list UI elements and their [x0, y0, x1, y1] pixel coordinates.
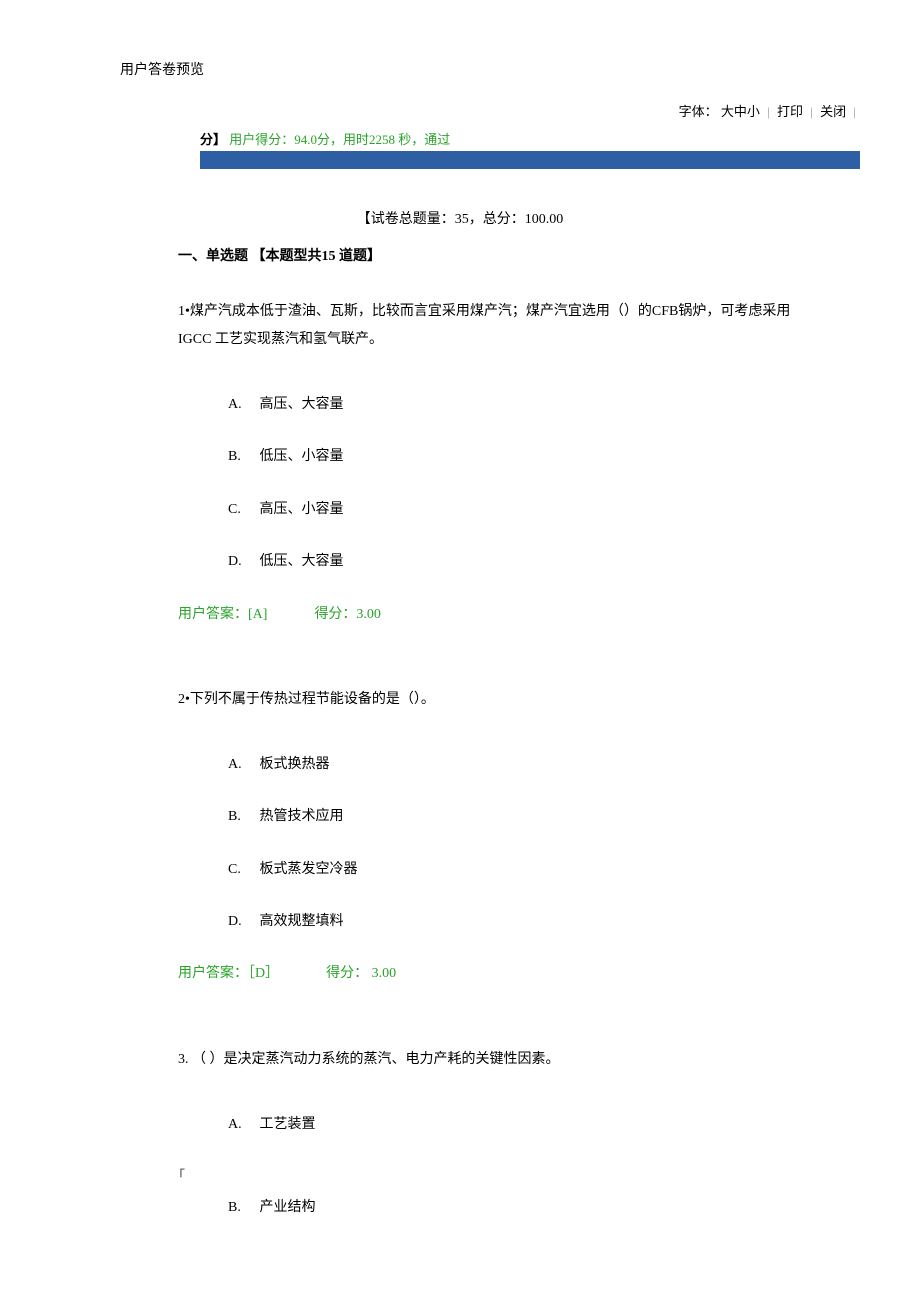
- option-c[interactable]: C. 板式蒸发空冷器: [228, 859, 800, 881]
- blue-bar: [200, 151, 860, 169]
- separator: |: [853, 104, 856, 119]
- edge-mark: 「: [172, 1166, 800, 1187]
- score-bracket: 分】: [200, 132, 226, 147]
- option-d[interactable]: D. 高效规整填料: [228, 911, 800, 933]
- section-title: 一、单选题 【本题型共15 道题】: [178, 246, 890, 268]
- option-a[interactable]: A. 板式换热器: [228, 754, 800, 776]
- option-text: 低压、大容量: [260, 554, 344, 569]
- question-text: 2•下列不属于传热过程节能设备的是（）。: [178, 686, 800, 714]
- option-text: 工艺装置: [260, 1117, 316, 1132]
- option-text: 板式蒸发空冷器: [260, 862, 358, 877]
- answer-score: 得分： 3.00: [326, 966, 396, 981]
- separator: |: [810, 104, 813, 119]
- option-text: 高压、大容量: [260, 397, 344, 412]
- option-d[interactable]: D. 低压、大容量: [228, 551, 800, 573]
- close-link[interactable]: 关闭: [820, 104, 846, 119]
- user-answer: 用户答案：［D］: [178, 966, 279, 981]
- option-label: A.: [228, 754, 256, 776]
- option-label: B.: [228, 446, 256, 468]
- option-b[interactable]: B. 低压、小容量: [228, 446, 800, 468]
- answer-row: 用户答案：[A] 得分：3.00: [178, 604, 800, 626]
- option-label: A.: [228, 394, 256, 416]
- option-label: B.: [228, 806, 256, 828]
- options-list: A. 板式换热器 B. 热管技术应用 C. 板式蒸发空冷器 D. 高效规整填料: [228, 754, 800, 934]
- option-text: 高压、小容量: [260, 502, 344, 517]
- exam-meta: 【试卷总题量：35，总分：100.00: [30, 209, 890, 231]
- option-text: 板式换热器: [260, 757, 330, 772]
- font-label: 字体：: [679, 104, 718, 119]
- font-small-link[interactable]: 小: [747, 104, 760, 119]
- options-list: A. 工艺装置 「 B. 产业结构: [228, 1114, 800, 1220]
- option-label: A.: [228, 1114, 256, 1136]
- separator: |: [767, 104, 770, 119]
- option-text: 低压、小容量: [260, 449, 344, 464]
- option-text: 热管技术应用: [260, 809, 344, 824]
- preview-title: 用户答卷预览: [120, 60, 890, 82]
- option-label: D.: [228, 551, 256, 573]
- option-text: 产业结构: [260, 1200, 316, 1215]
- option-c[interactable]: C. 高压、小容量: [228, 499, 800, 521]
- answer-row: 用户答案：［D］ 得分： 3.00: [178, 963, 800, 985]
- question-block: 2•下列不属于传热过程节能设备的是（）。 A. 板式换热器 B. 热管技术应用 …: [178, 686, 800, 986]
- option-label: B.: [228, 1197, 256, 1219]
- user-answer: 用户答案：[A]: [178, 607, 267, 622]
- answer-score: 得分：3.00: [314, 607, 381, 622]
- option-a[interactable]: A. 高压、大容量: [228, 394, 800, 416]
- option-b[interactable]: B. 热管技术应用: [228, 806, 800, 828]
- option-label: C.: [228, 499, 256, 521]
- option-b[interactable]: B. 产业结构: [228, 1197, 800, 1219]
- user-score-text: 用户得分：94.0分，用时2258 秒，通过: [229, 132, 450, 147]
- question-text: 3. （ ）是决定蒸汽动力系统的蒸汽、电力产耗的关键性因素。: [178, 1046, 800, 1074]
- font-large-link[interactable]: 大: [721, 104, 734, 119]
- font-controls: 字体： 大中小 | 打印 | 关闭 |: [679, 102, 860, 123]
- font-medium-link[interactable]: 中: [734, 104, 747, 119]
- options-list: A. 高压、大容量 B. 低压、小容量 C. 高压、小容量 D. 低压、大容量: [228, 394, 800, 574]
- question-text: 1•煤产汽成本低于渣油、瓦斯，比较而言宜采用煤产汽；煤产汽宜选用（）的CFB锅炉…: [178, 298, 800, 354]
- question-block: 1•煤产汽成本低于渣油、瓦斯，比较而言宜采用煤产汽；煤产汽宜选用（）的CFB锅炉…: [178, 298, 800, 626]
- option-a[interactable]: A. 工艺装置: [228, 1114, 800, 1136]
- print-link[interactable]: 打印: [777, 104, 803, 119]
- option-label: D.: [228, 911, 256, 933]
- score-row: 分】 用户得分：94.0分，用时2258 秒，通过: [200, 130, 890, 151]
- option-text: 高效规整填料: [260, 914, 344, 929]
- toolbar-row: 字体： 大中小 | 打印 | 关闭 |: [30, 102, 890, 126]
- option-label: C.: [228, 859, 256, 881]
- question-block: 3. （ ）是决定蒸汽动力系统的蒸汽、电力产耗的关键性因素。 A. 工艺装置 「…: [178, 1046, 800, 1220]
